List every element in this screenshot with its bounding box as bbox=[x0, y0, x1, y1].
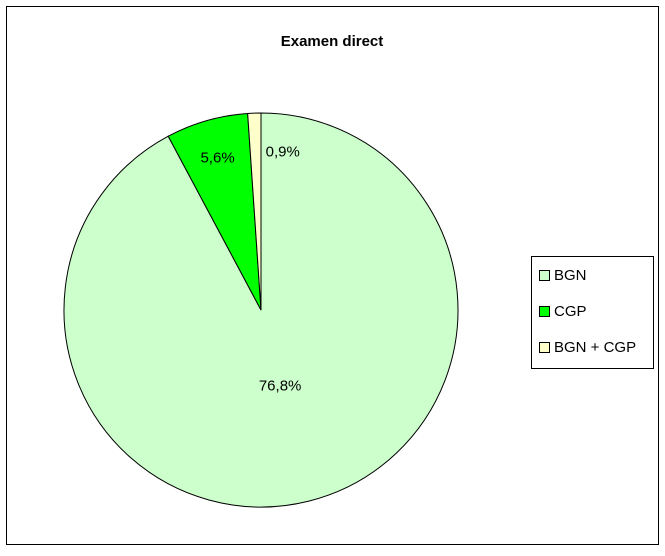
data-label: 76,8% bbox=[259, 377, 302, 394]
legend-label: CGP bbox=[554, 303, 587, 320]
legend-box bbox=[531, 256, 654, 369]
chart-title: Examen direct bbox=[281, 33, 384, 50]
pie-slice bbox=[247, 112, 262, 311]
legend-swatch bbox=[539, 306, 550, 317]
data-label: 0,9% bbox=[266, 143, 300, 160]
legend-label: BGN bbox=[554, 267, 587, 284]
data-label: 5,6% bbox=[200, 149, 234, 166]
legend-label: BGN + CGP bbox=[554, 339, 636, 356]
legend-swatch bbox=[539, 270, 550, 281]
legend-swatch bbox=[539, 342, 550, 353]
